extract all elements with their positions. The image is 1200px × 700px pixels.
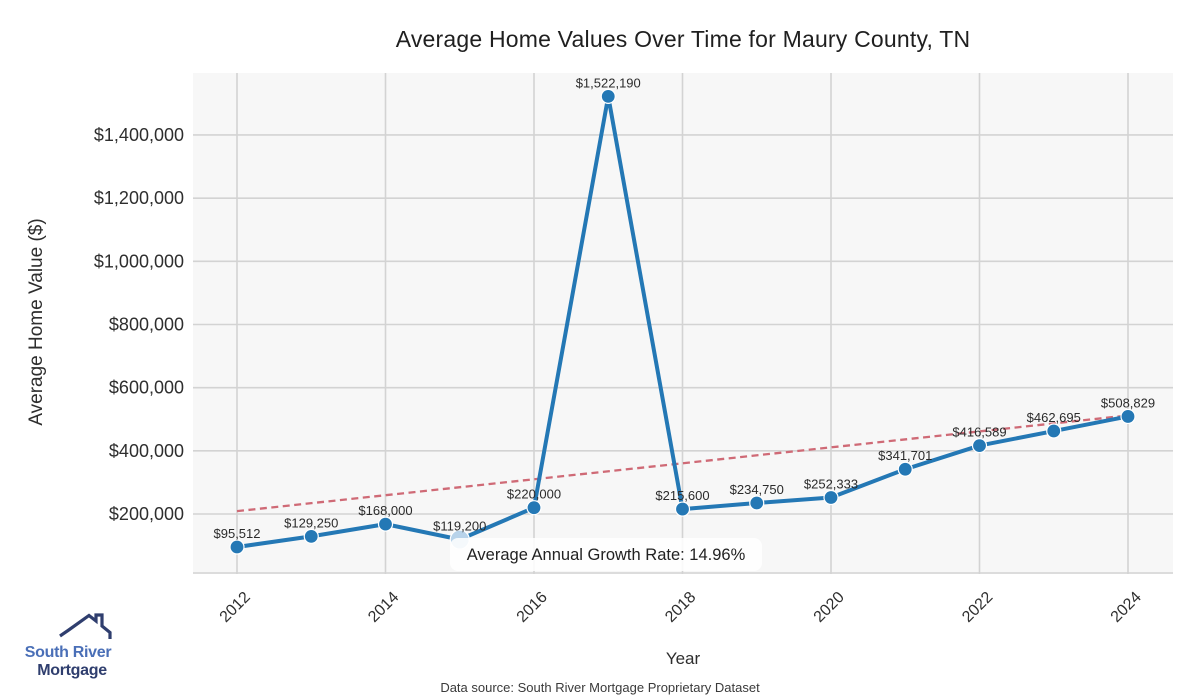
- annotation-box: [450, 538, 762, 571]
- chart-title: Average Home Values Over Time for Maury …: [395, 26, 971, 52]
- data-point: [674, 501, 691, 517]
- point-label: $168,000: [358, 503, 412, 518]
- point-label: $129,250: [284, 515, 338, 530]
- point-label: $252,333: [804, 476, 858, 491]
- logo-text-primary: South River: [24, 644, 112, 661]
- point-label: $215,600: [655, 488, 709, 503]
- data-point: [1046, 423, 1062, 439]
- x-tick-label: 2024: [1108, 589, 1145, 626]
- x-tick-label: 2022: [959, 589, 996, 626]
- point-label: $1,522,190: [576, 75, 641, 90]
- x-tick-label: 2020: [811, 589, 848, 626]
- x-tick-label: 2016: [514, 589, 551, 626]
- x-tick-label: 2014: [365, 589, 402, 626]
- data-point: [229, 539, 245, 555]
- data-point: [377, 516, 394, 532]
- point-label: $341,701: [878, 448, 932, 463]
- annotation-text: Average Annual Growth Rate: 14.96%: [467, 546, 746, 564]
- data-point: [303, 528, 319, 544]
- data-point: [1120, 408, 1136, 425]
- x-tick-label: 2018: [662, 589, 699, 626]
- data-point: [600, 88, 616, 104]
- house-roof-icon: [59, 613, 112, 639]
- y-tick-label: $600,000: [109, 378, 184, 398]
- data-point: [526, 500, 542, 516]
- data-point: [971, 437, 988, 454]
- logo-text-secondary: Mortgage: [37, 662, 107, 679]
- point-label: $220,000: [507, 487, 561, 502]
- y-tick-label: $1,000,000: [94, 251, 184, 271]
- point-label: $234,750: [730, 482, 784, 497]
- data-source-note: Data source: South River Mortgage Propri…: [440, 680, 760, 695]
- y-tick-label: $400,000: [109, 441, 184, 461]
- point-label: $95,512: [214, 526, 261, 541]
- data-point: [823, 489, 839, 506]
- y-tick-label: $1,200,000: [94, 188, 184, 208]
- data-point: [897, 461, 913, 477]
- logo: South River Mortgage: [14, 610, 124, 688]
- x-tick-label: 2012: [217, 589, 254, 626]
- point-label: $462,695: [1027, 410, 1081, 425]
- data-point: [749, 495, 765, 511]
- plot-area: $200,000 $400,000 $600,000 $800,000 $1,000,0…: [94, 73, 1173, 626]
- point-label: $119,200: [433, 519, 486, 534]
- point-label: $416,589: [952, 425, 1006, 440]
- y-tick-label: $200,000: [109, 504, 184, 524]
- point-label: $508,829: [1101, 395, 1155, 410]
- x-axis-label: Year: [665, 649, 701, 668]
- y-tick-label: $800,000: [109, 314, 184, 334]
- y-tick-label: $1,400,000: [94, 125, 184, 145]
- roof-outline: [59, 613, 112, 639]
